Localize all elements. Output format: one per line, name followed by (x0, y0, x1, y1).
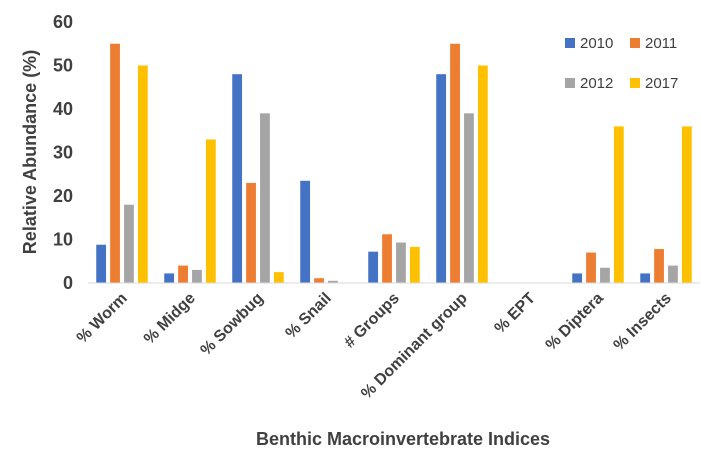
legend-swatch (565, 78, 575, 88)
bar (328, 280, 338, 283)
y-tick-label: 0 (63, 273, 73, 293)
bar (450, 43, 460, 283)
bar (681, 126, 692, 284)
bar (260, 113, 270, 283)
y-tick-label: 10 (53, 230, 73, 250)
y-tick-label: 60 (53, 12, 73, 32)
legend-label: 2017 (645, 75, 678, 92)
y-axis-title: Relative Abundance (%) (20, 50, 40, 254)
x-tick-label: % Diptera (543, 290, 607, 354)
x-axis-title: Benthic Macroinvertebrate Indices (256, 429, 550, 449)
bar (382, 234, 392, 283)
legend-label: 2011 (645, 35, 677, 52)
x-tick-label: % EPT (492, 290, 539, 337)
bar (586, 252, 596, 283)
bar (654, 249, 664, 283)
legend-swatch (630, 78, 640, 88)
bar (668, 265, 678, 283)
bar (436, 74, 447, 283)
y-tick-label: 50 (53, 56, 73, 76)
bar (396, 242, 406, 283)
bar (246, 182, 256, 283)
x-axis-category-labels: % Worm% Midge% Sowbug% Snail # Groups% Do… (74, 290, 675, 403)
bar (178, 265, 188, 283)
bar (300, 180, 311, 283)
bar (96, 244, 107, 283)
bar (572, 273, 583, 283)
x-tick-label: # Groups (341, 290, 403, 352)
y-tick-label: 40 (53, 99, 73, 119)
bar (205, 139, 216, 283)
legend: 2010 2011 2012 2017 (565, 35, 678, 92)
bar (273, 272, 284, 284)
bar (409, 246, 420, 283)
legend-label: 2012 (580, 75, 613, 92)
bar (164, 273, 175, 283)
bar (124, 204, 134, 283)
bar (110, 43, 120, 283)
y-axis-ticks: 0 10 20 30 40 50 60 (53, 12, 73, 293)
x-tick-label: % Midge (141, 290, 199, 348)
bar (137, 65, 148, 283)
legend-label: 2010 (580, 35, 613, 52)
bar (600, 267, 610, 283)
x-tick-label: % Sowbug (198, 290, 267, 359)
bar (613, 126, 624, 284)
bar (464, 113, 474, 283)
bar (477, 65, 488, 283)
x-tick-label: % Worm (74, 290, 131, 347)
y-tick-label: 30 (53, 143, 73, 163)
bar (640, 273, 651, 283)
x-tick-label: % Insects (611, 290, 675, 354)
bar (314, 278, 324, 283)
bars (96, 43, 692, 284)
bar (192, 269, 202, 283)
x-tick-label: % Snail (283, 290, 335, 342)
legend-swatch (630, 38, 640, 48)
y-tick-label: 20 (53, 186, 73, 206)
bar (232, 74, 243, 283)
legend-swatch (565, 38, 575, 48)
bar (368, 251, 379, 283)
